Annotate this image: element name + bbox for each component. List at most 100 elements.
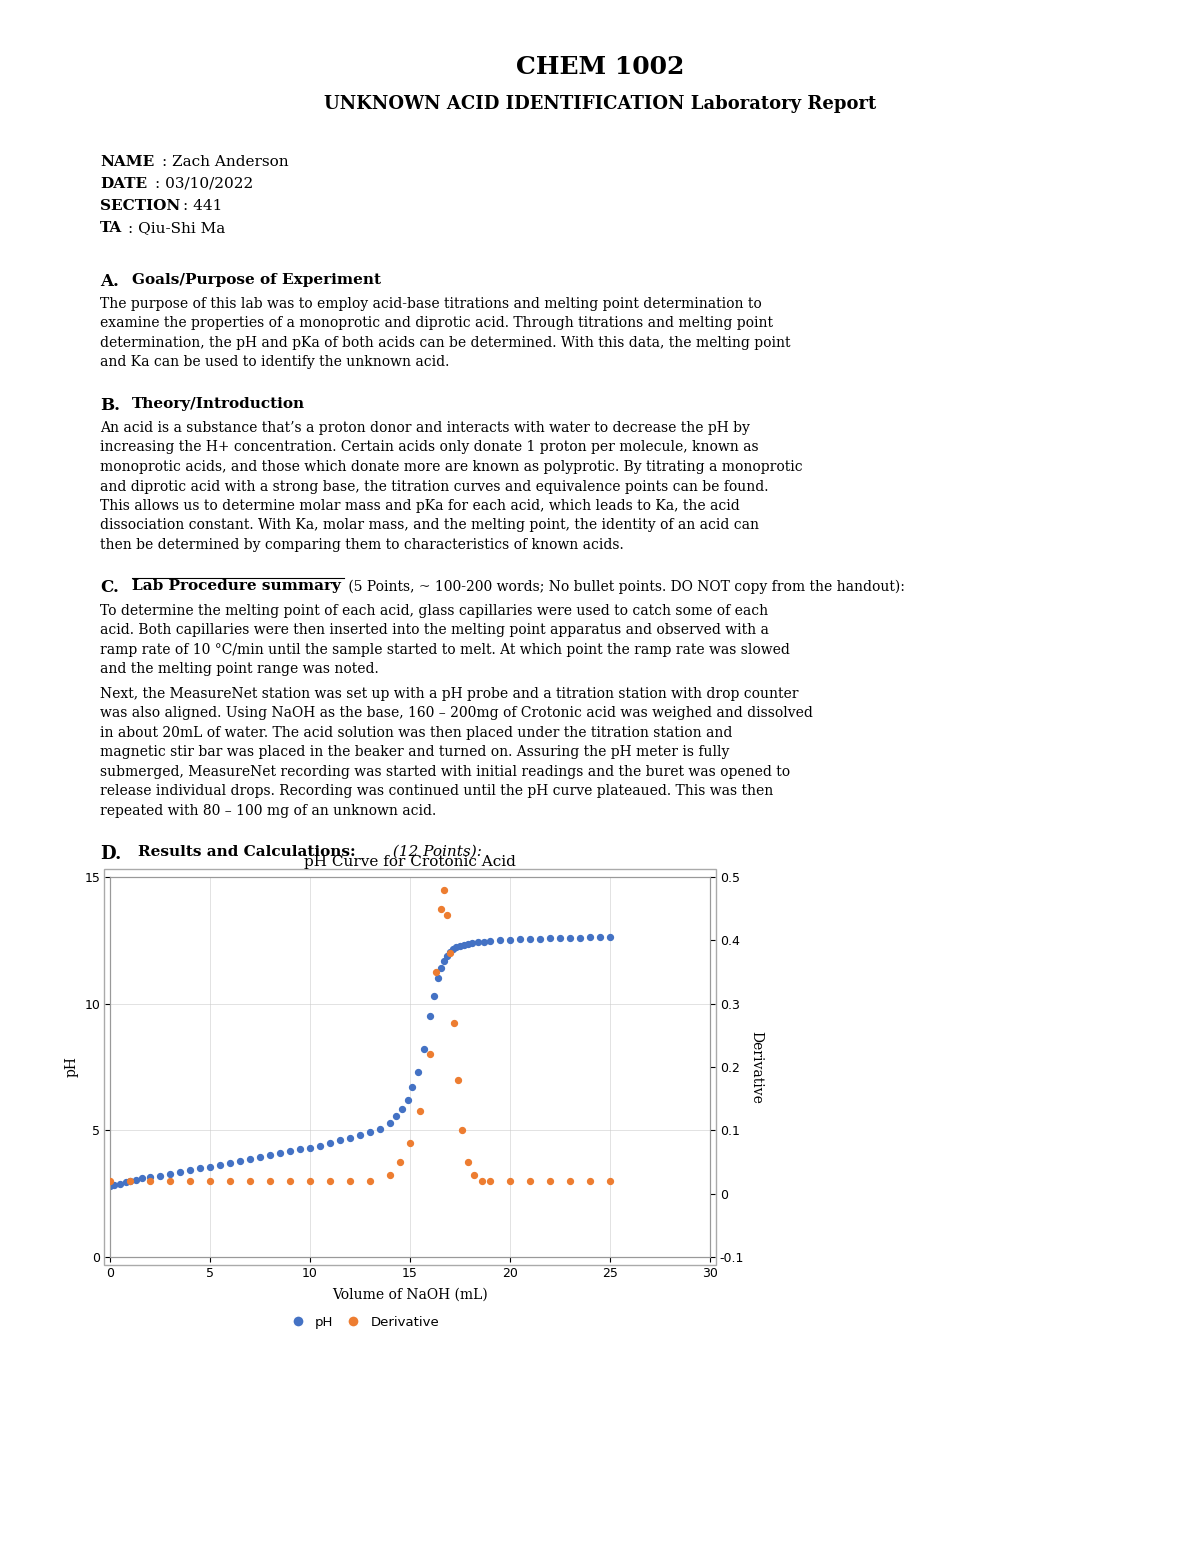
- Text: To determine the melting point of each acid, glass capillaries were used to catc: To determine the melting point of each a…: [100, 604, 768, 618]
- Point: [420, 1042, 439, 1067]
- Point: [434, 877, 454, 902]
- Text: ramp rate of 10 °C/min until the sample started to melt. At which point the ramp: ramp rate of 10 °C/min until the sample …: [100, 643, 790, 657]
- Point: [380, 1162, 400, 1186]
- Point: [426, 960, 445, 985]
- Text: An acid is a substance that’s a proton donor and interacts with water to decreas: An acid is a substance that’s a proton d…: [100, 421, 750, 435]
- Point: [480, 929, 499, 954]
- Point: [260, 1143, 280, 1168]
- Text: increasing the H+ concentration. Certain acids only donate 1 proton per molecule: increasing the H+ concentration. Certain…: [100, 441, 758, 455]
- Text: repeated with 80 – 100 mg of an unknown acid.: repeated with 80 – 100 mg of an unknown …: [100, 803, 437, 817]
- Point: [380, 1110, 400, 1135]
- Text: NAME: NAME: [100, 155, 155, 169]
- Point: [437, 943, 456, 968]
- Point: [414, 1037, 433, 1062]
- Point: [161, 1162, 180, 1186]
- Point: [468, 930, 487, 955]
- Point: [560, 1168, 580, 1193]
- Point: [444, 936, 463, 961]
- Text: : Qiu-Shi Ma: : Qiu-Shi Ma: [128, 221, 226, 235]
- Point: [300, 1135, 319, 1160]
- Point: [551, 926, 570, 950]
- Point: [570, 926, 589, 950]
- Point: [104, 1173, 124, 1197]
- Point: [540, 926, 559, 950]
- Point: [221, 1168, 240, 1193]
- Point: [360, 1168, 379, 1193]
- Point: [401, 1131, 420, 1155]
- Point: [410, 1100, 430, 1124]
- Point: [300, 1168, 319, 1193]
- Text: (5 Points, ~ 100-200 words; No bullet points. DO NOT copy from the handout):: (5 Points, ~ 100-200 words; No bullet po…: [344, 579, 905, 593]
- Point: [474, 929, 493, 954]
- Text: was also aligned. Using NaOH as the base, 160 – 200mg of Crotonic acid was weigh: was also aligned. Using NaOH as the base…: [100, 707, 812, 721]
- Point: [521, 927, 540, 952]
- Text: and Ka can be used to identify the unknown acid.: and Ka can be used to identify the unkno…: [100, 356, 449, 370]
- Point: [240, 1146, 259, 1171]
- Text: DATE: DATE: [100, 177, 148, 191]
- Point: [440, 941, 460, 966]
- Text: examine the properties of a monoprotic and diprotic acid. Through titrations and: examine the properties of a monoprotic a…: [100, 317, 773, 331]
- Point: [446, 935, 466, 960]
- Point: [150, 1163, 169, 1188]
- Text: Results and Calculations:: Results and Calculations:: [138, 845, 355, 859]
- Point: [240, 1168, 259, 1193]
- Text: Lab Procedure summary: Lab Procedure summary: [132, 579, 341, 593]
- Text: B.: B.: [100, 398, 120, 415]
- Point: [398, 1087, 418, 1112]
- Text: in about 20mL of water. The acid solution was then placed under the titration st: in about 20mL of water. The acid solutio…: [100, 725, 732, 739]
- Point: [560, 926, 580, 950]
- Point: [126, 1168, 145, 1193]
- Text: dissociation constant. With Ka, molar mass, and the melting point, the identity : dissociation constant. With Ka, molar ma…: [100, 519, 760, 533]
- Text: : 441: : 441: [182, 199, 222, 213]
- Point: [120, 1168, 139, 1193]
- Text: and the melting point range was noted.: and the melting point range was noted.: [100, 662, 379, 676]
- Point: [371, 1117, 390, 1141]
- Point: [420, 1003, 439, 1028]
- Point: [449, 1067, 468, 1092]
- Text: monoprotic acids, and those which donate more are known as polyprotic. By titrat: monoprotic acids, and those which donate…: [100, 460, 803, 474]
- Text: determination, the pH and pKa of both acids can be determined. With this data, t: determination, the pH and pKa of both ac…: [100, 335, 791, 349]
- Point: [425, 983, 444, 1008]
- Point: [341, 1168, 360, 1193]
- Point: [444, 1011, 463, 1036]
- Text: D.: D.: [100, 845, 121, 863]
- Point: [260, 1168, 280, 1193]
- Text: then be determined by comparing them to characteristics of known acids.: then be determined by comparing them to …: [100, 537, 624, 551]
- Point: [455, 932, 474, 957]
- Point: [191, 1155, 210, 1180]
- Point: [480, 1168, 499, 1193]
- Point: [320, 1131, 340, 1155]
- X-axis label: Volume of NaOH (mL): Volume of NaOH (mL): [332, 1287, 488, 1301]
- Point: [473, 1168, 492, 1193]
- Text: A.: A.: [100, 273, 119, 290]
- Point: [281, 1138, 300, 1163]
- Point: [440, 940, 460, 964]
- Point: [311, 1134, 330, 1159]
- Point: [290, 1137, 310, 1162]
- Point: [462, 930, 481, 955]
- Point: [120, 1168, 139, 1193]
- Point: [500, 1168, 520, 1193]
- Point: [360, 1120, 379, 1145]
- Point: [101, 1168, 120, 1193]
- Point: [221, 1151, 240, 1176]
- Title: pH Curve for Crotonic Acid: pH Curve for Crotonic Acid: [304, 854, 516, 868]
- Point: [590, 924, 610, 949]
- Point: [161, 1168, 180, 1193]
- Y-axis label: Derivative: Derivative: [750, 1031, 763, 1104]
- Point: [452, 1118, 472, 1143]
- Point: [500, 927, 520, 952]
- Point: [210, 1152, 229, 1177]
- Point: [530, 926, 550, 950]
- Text: The purpose of this lab was to employ acid-base titrations and melting point det: The purpose of this lab was to employ ac…: [100, 297, 762, 311]
- Text: (12 Points):: (12 Points):: [388, 845, 482, 859]
- Point: [458, 1149, 478, 1174]
- Point: [386, 1104, 406, 1129]
- Point: [408, 1059, 427, 1084]
- Point: [581, 926, 600, 950]
- Point: [180, 1159, 199, 1183]
- Text: C.: C.: [100, 579, 119, 596]
- Point: [390, 1149, 409, 1174]
- Point: [281, 1168, 300, 1193]
- Text: magnetic stir bar was placed in the beaker and turned on. Assuring the pH meter : magnetic stir bar was placed in the beak…: [100, 745, 730, 759]
